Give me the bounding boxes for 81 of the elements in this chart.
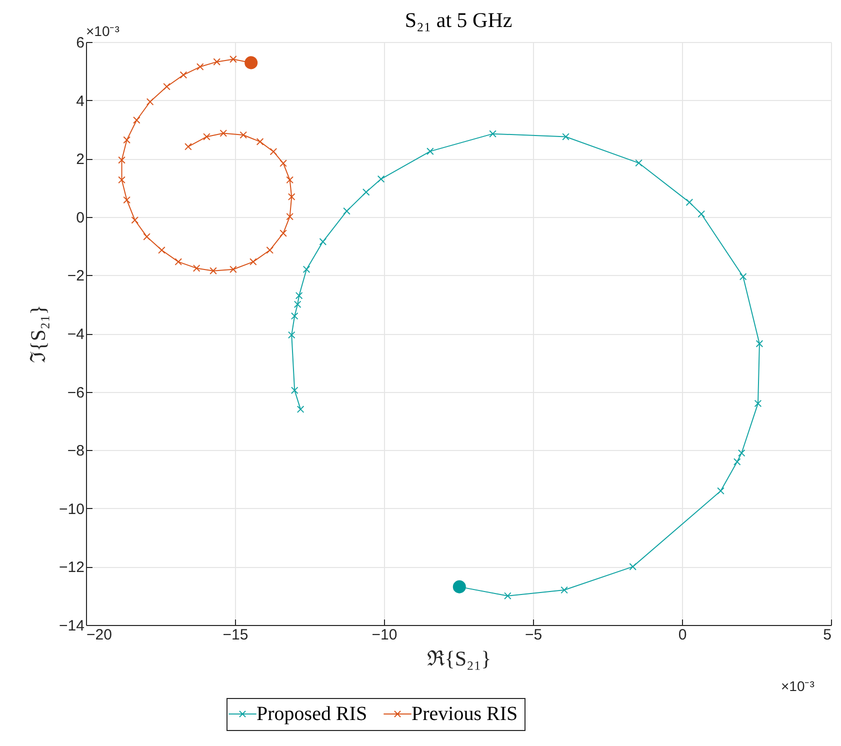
point xyxy=(256,138,264,146)
point xyxy=(146,98,154,106)
x-tick-label: 0 xyxy=(678,626,687,644)
point xyxy=(220,130,228,137)
y-tick-label: −6 xyxy=(67,384,84,402)
x-tick-label: 5 xyxy=(823,626,832,644)
point xyxy=(560,586,568,594)
y-tick-label: 0 xyxy=(76,209,84,226)
y-tick-label: −14 xyxy=(59,618,84,634)
y-tick-label: −10 xyxy=(59,500,84,518)
x-tick-label: −5 xyxy=(524,626,542,644)
legend-label: Proposed RIS xyxy=(256,703,368,725)
point xyxy=(213,58,220,66)
legend-label: Previous RIS xyxy=(412,703,518,725)
point xyxy=(362,188,370,196)
point xyxy=(426,148,434,155)
point xyxy=(288,331,296,339)
point xyxy=(180,71,188,79)
point xyxy=(686,198,694,206)
point xyxy=(288,193,296,200)
y-tick-label: 6 xyxy=(76,34,84,52)
point xyxy=(184,142,192,150)
point xyxy=(286,212,294,220)
y-tick-label: 2 xyxy=(76,151,84,168)
point xyxy=(244,56,258,70)
point xyxy=(240,131,248,139)
point xyxy=(698,210,706,218)
point xyxy=(123,196,130,204)
point xyxy=(504,592,512,600)
point xyxy=(163,82,170,90)
point xyxy=(290,386,298,394)
point xyxy=(143,233,150,240)
point xyxy=(174,258,182,266)
point xyxy=(717,487,724,495)
point xyxy=(739,272,747,280)
y-tick-label: −12 xyxy=(59,559,84,576)
chart-title: S₂₁ at 5 GHz xyxy=(404,8,512,32)
point xyxy=(302,266,310,274)
point xyxy=(266,246,274,254)
point xyxy=(133,116,140,124)
point xyxy=(290,312,298,320)
x-tick-label: −15 xyxy=(222,626,248,644)
point xyxy=(754,400,762,408)
point xyxy=(230,266,237,274)
x-tick-label: −10 xyxy=(372,626,398,644)
y-tick-label: −2 xyxy=(67,268,84,285)
point xyxy=(635,159,642,167)
point xyxy=(196,63,204,70)
point xyxy=(319,238,327,246)
point xyxy=(210,267,217,274)
point xyxy=(123,136,130,144)
point xyxy=(192,264,200,272)
point xyxy=(131,216,139,224)
point xyxy=(286,176,294,184)
point xyxy=(452,580,466,594)
point xyxy=(203,133,210,140)
y-tick-label: −8 xyxy=(67,442,84,460)
point xyxy=(230,56,237,63)
point xyxy=(733,458,741,466)
point xyxy=(343,207,350,215)
y-tick-label: 4 xyxy=(76,92,84,110)
y-tick-label: −4 xyxy=(67,326,84,343)
x-axis-title: ℜ{S₂₁} xyxy=(426,646,492,670)
point xyxy=(270,148,278,156)
point xyxy=(280,160,287,167)
point xyxy=(562,133,570,140)
y-axis-title: ℑ{S₂₁} xyxy=(26,304,50,364)
point xyxy=(118,176,126,184)
point xyxy=(158,246,166,254)
text: ×10⁻³ xyxy=(781,678,815,694)
point xyxy=(489,130,496,138)
x-tick-label: −20 xyxy=(86,626,112,644)
point xyxy=(250,258,257,266)
point xyxy=(118,156,126,164)
point xyxy=(296,406,304,413)
point xyxy=(756,340,764,348)
point xyxy=(377,175,385,183)
point xyxy=(280,230,287,237)
point xyxy=(738,449,746,457)
point xyxy=(629,563,636,570)
text: ×10⁻³ xyxy=(86,23,120,39)
